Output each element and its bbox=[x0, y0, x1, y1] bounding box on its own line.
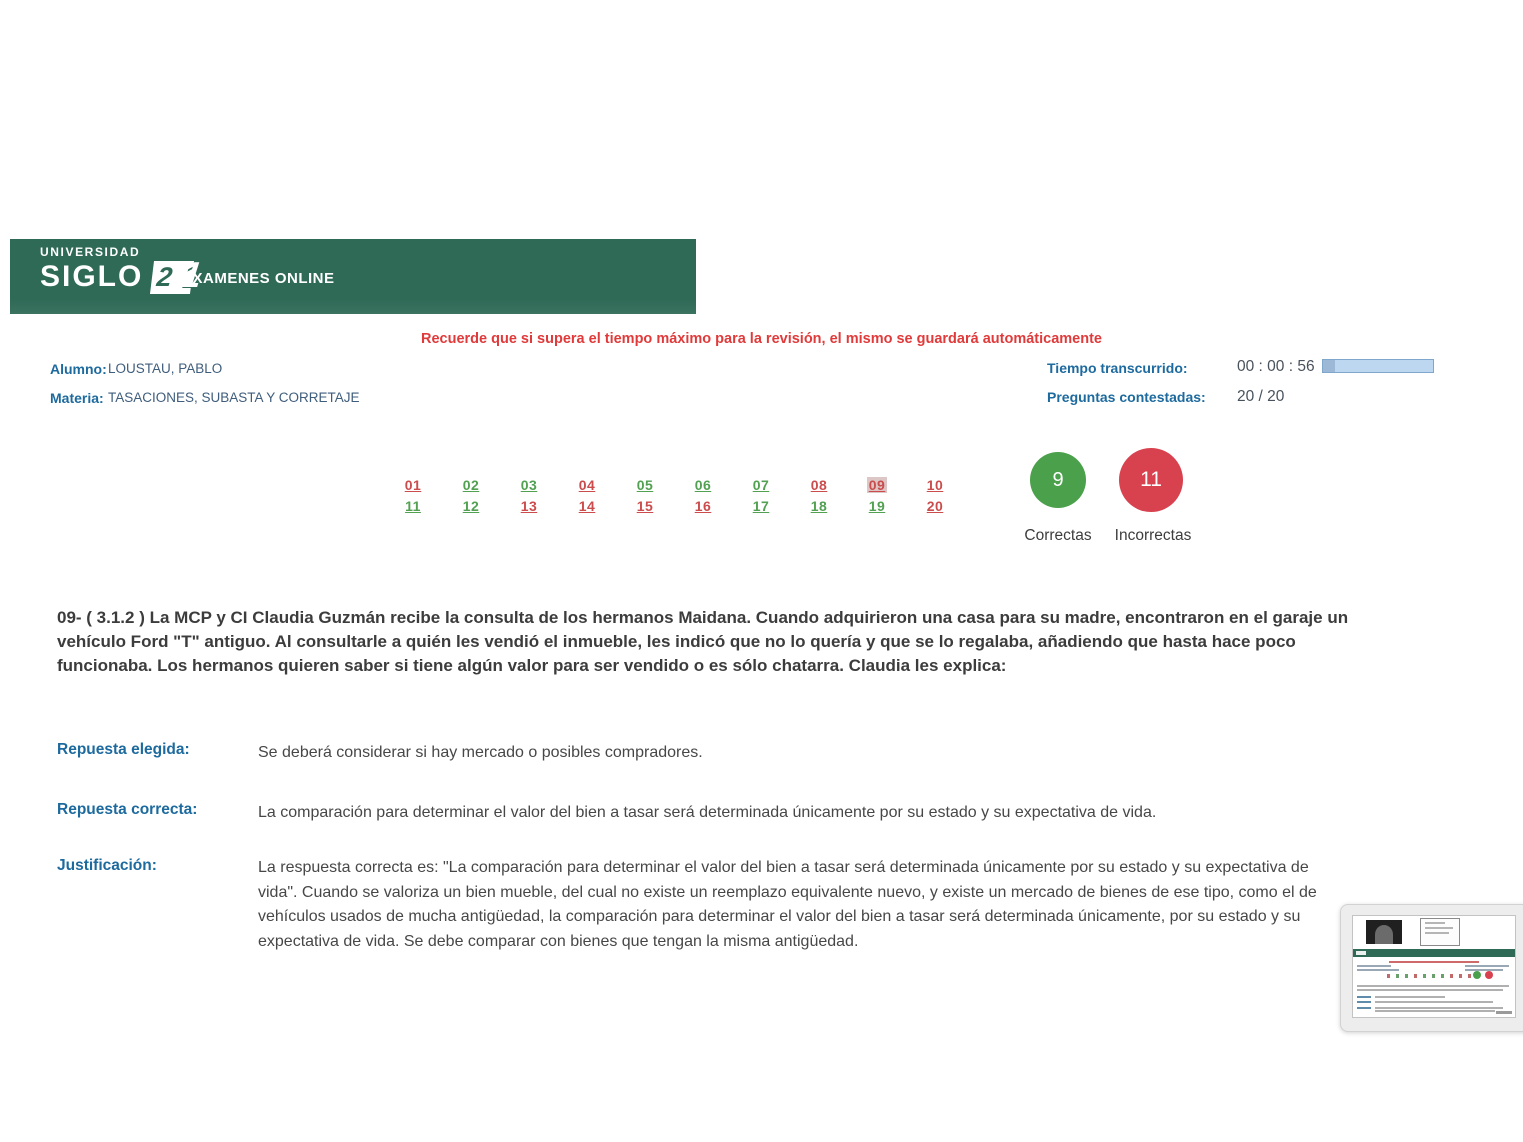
timer-progress-fill bbox=[1323, 360, 1336, 372]
mini-answer-label bbox=[1357, 1007, 1371, 1009]
mini-info-line bbox=[1465, 969, 1503, 971]
correct-count-badge: 9 bbox=[1030, 452, 1086, 508]
mini-question-line bbox=[1357, 989, 1503, 991]
logo-siglo-text: SIGLO bbox=[40, 260, 144, 293]
repuesta-elegida-label: Repuesta elegida: bbox=[57, 741, 190, 758]
mini-question-line bbox=[1357, 985, 1509, 987]
question-link-16[interactable]: 16 bbox=[694, 498, 712, 514]
mini-info-line bbox=[1357, 969, 1399, 971]
materia-label: Materia: bbox=[50, 390, 104, 406]
timeout-warning-text: Recuerde que si supera el tiempo máximo … bbox=[421, 331, 1102, 347]
preview-mini-page bbox=[1352, 915, 1516, 1018]
mini-answer-line bbox=[1375, 1001, 1493, 1003]
question-link-18[interactable]: 18 bbox=[810, 498, 828, 514]
mini-question-nav bbox=[1387, 974, 1471, 978]
mini-info-line bbox=[1357, 965, 1391, 967]
incorrect-count-badge: 11 bbox=[1119, 448, 1183, 512]
alumno-value: LOUSTAU, PABLO bbox=[108, 361, 223, 376]
repuesta-elegida-value: Se deberá considerar si hay mercado o po… bbox=[258, 744, 703, 761]
tiempo-value: 00 : 00 : 56 bbox=[1237, 358, 1315, 375]
mini-info-line bbox=[1465, 965, 1509, 967]
question-link-01[interactable]: 01 bbox=[404, 477, 422, 493]
question-link-19[interactable]: 19 bbox=[868, 498, 886, 514]
webcam-silhouette bbox=[1375, 925, 1393, 944]
question-link-17[interactable]: 17 bbox=[752, 498, 770, 514]
timer-progress-bar bbox=[1322, 359, 1434, 373]
mini-justification-line bbox=[1375, 1007, 1503, 1009]
mini-justification-line bbox=[1375, 1010, 1495, 1012]
question-link-13[interactable]: 13 bbox=[520, 498, 538, 514]
tiempo-label: Tiempo transcurrido: bbox=[1047, 360, 1188, 376]
mini-answer-label bbox=[1357, 996, 1371, 998]
question-text: 09- ( 3.1.2 ) La MCP y CI Claudia Guzmán… bbox=[57, 608, 1349, 675]
correct-count-label: Correctas bbox=[1024, 527, 1092, 544]
alumno-label: Alumno: bbox=[50, 361, 107, 377]
question-link-02[interactable]: 02 bbox=[462, 477, 480, 493]
mini-footer-logo bbox=[1496, 1011, 1512, 1014]
repuesta-correcta-label: Repuesta correcta: bbox=[57, 801, 198, 818]
justificacion-value: La respuesta correcta es: "La comparació… bbox=[258, 859, 1317, 950]
question-link-03[interactable]: 03 bbox=[520, 477, 538, 493]
logo-universidad-text: UNIVERSIDAD bbox=[40, 245, 141, 259]
question-link-14[interactable]: 14 bbox=[578, 498, 596, 514]
question-link-10[interactable]: 10 bbox=[926, 477, 944, 493]
incorrect-count-label: Incorrectas bbox=[1114, 527, 1192, 544]
question-link-06[interactable]: 06 bbox=[694, 477, 712, 493]
question-link-04[interactable]: 04 bbox=[578, 477, 596, 493]
question-link-07[interactable]: 07 bbox=[752, 477, 770, 493]
question-link-11[interactable]: 11 bbox=[405, 498, 421, 514]
mini-logo bbox=[1356, 951, 1366, 955]
question-nav: 01 02 03 04 05 06 07 08 09 10 11 12 13 14 15 16 17 18 19 20 bbox=[384, 477, 964, 514]
mini-answer-line bbox=[1375, 996, 1445, 998]
screen-thumb bbox=[1420, 918, 1460, 946]
webcam-preview bbox=[1366, 920, 1402, 944]
preguntas-value: 20 / 20 bbox=[1237, 388, 1285, 405]
justificacion-label: Justificación: bbox=[57, 857, 157, 874]
question-link-05[interactable]: 05 bbox=[636, 477, 654, 493]
mini-answer-label bbox=[1357, 1001, 1371, 1003]
materia-value: TASACIONES, SUBASTA Y CORRETAJE bbox=[108, 390, 360, 405]
mini-correct-badge bbox=[1473, 971, 1481, 979]
question-link-08[interactable]: 08 bbox=[810, 477, 828, 493]
mini-warning-line bbox=[1389, 961, 1479, 963]
repuesta-correcta-value: La comparación para determinar el valor … bbox=[258, 804, 1157, 821]
preguntas-label: Preguntas contestadas: bbox=[1047, 389, 1206, 405]
page-title: EXAMENES ONLINE bbox=[182, 270, 335, 287]
question-link-12[interactable]: 12 bbox=[462, 498, 480, 514]
question-link-15[interactable]: 15 bbox=[636, 498, 654, 514]
question-link-09[interactable]: 09 bbox=[866, 477, 888, 493]
mini-incorrect-badge bbox=[1485, 971, 1493, 979]
mini-header-bar bbox=[1353, 949, 1515, 957]
screen-preview-thumbnail[interactable] bbox=[1340, 904, 1523, 1032]
question-link-20[interactable]: 20 bbox=[926, 498, 944, 514]
